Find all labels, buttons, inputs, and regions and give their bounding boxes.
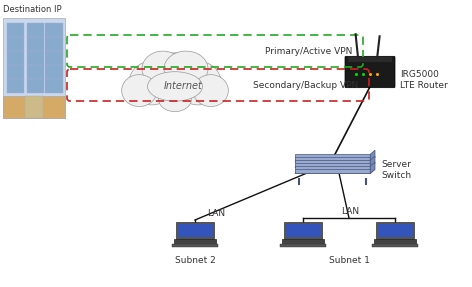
Ellipse shape — [159, 86, 192, 112]
Polygon shape — [370, 156, 375, 167]
Text: LAN: LAN — [207, 209, 225, 218]
Text: Destination IP: Destination IP — [3, 5, 62, 14]
Polygon shape — [295, 166, 370, 173]
FancyBboxPatch shape — [374, 238, 416, 244]
Text: Server
Switch: Server Switch — [381, 160, 411, 180]
Polygon shape — [295, 154, 370, 161]
FancyBboxPatch shape — [372, 244, 418, 247]
FancyBboxPatch shape — [176, 222, 214, 238]
Text: Internet: Internet — [164, 81, 202, 91]
Ellipse shape — [164, 51, 208, 86]
Text: Secondary/Backup VPN: Secondary/Backup VPN — [253, 80, 358, 90]
Text: Subnet 1: Subnet 1 — [329, 256, 370, 265]
Polygon shape — [295, 160, 370, 167]
FancyBboxPatch shape — [286, 224, 320, 237]
FancyBboxPatch shape — [348, 57, 392, 62]
Ellipse shape — [193, 75, 228, 106]
Ellipse shape — [147, 72, 202, 101]
FancyBboxPatch shape — [174, 238, 216, 244]
Ellipse shape — [122, 75, 157, 106]
FancyBboxPatch shape — [45, 23, 62, 93]
FancyBboxPatch shape — [284, 222, 322, 238]
Polygon shape — [370, 150, 375, 161]
FancyBboxPatch shape — [376, 222, 414, 238]
Polygon shape — [3, 18, 65, 118]
FancyBboxPatch shape — [345, 56, 395, 88]
FancyBboxPatch shape — [378, 224, 413, 237]
Ellipse shape — [142, 51, 184, 86]
Polygon shape — [370, 162, 375, 173]
FancyBboxPatch shape — [282, 238, 324, 244]
FancyBboxPatch shape — [26, 23, 44, 93]
Text: Primary/Active VPN: Primary/Active VPN — [265, 46, 352, 55]
Text: IRG5000
LTE Router: IRG5000 LTE Router — [400, 70, 448, 90]
Polygon shape — [295, 163, 375, 167]
Ellipse shape — [129, 61, 175, 105]
Polygon shape — [295, 157, 375, 161]
FancyBboxPatch shape — [7, 23, 24, 93]
Ellipse shape — [145, 53, 205, 103]
Text: LAN: LAN — [341, 207, 359, 216]
Text: Subnet 2: Subnet 2 — [175, 256, 215, 265]
Polygon shape — [295, 169, 375, 173]
Ellipse shape — [175, 61, 221, 105]
FancyBboxPatch shape — [25, 96, 43, 118]
FancyBboxPatch shape — [3, 96, 65, 118]
FancyBboxPatch shape — [280, 244, 326, 247]
FancyBboxPatch shape — [177, 224, 212, 237]
FancyBboxPatch shape — [172, 244, 218, 247]
